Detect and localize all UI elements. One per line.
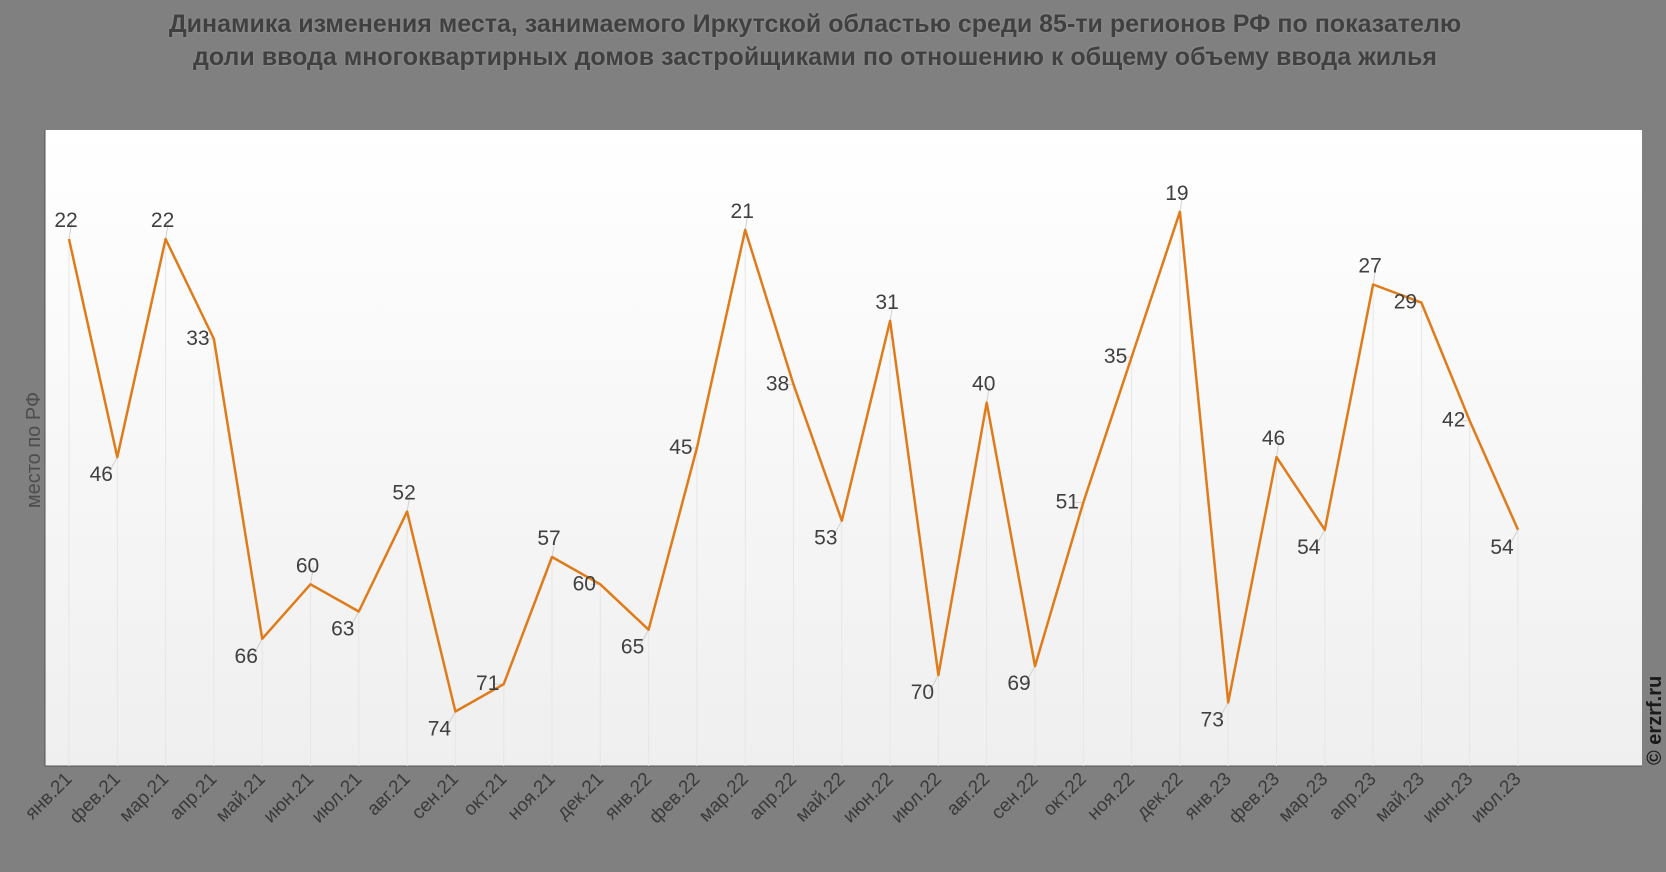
data-label: 46 <box>90 463 113 486</box>
x-tick-label: июл.22 <box>887 769 946 828</box>
x-tick-label: окт.21 <box>460 769 512 821</box>
x-tick-label: сен.21 <box>408 769 463 824</box>
label-leader <box>744 211 749 231</box>
y-axis-label: место по РФ <box>23 392 45 508</box>
data-label: 35 <box>1104 345 1127 368</box>
data-label: 60 <box>573 572 596 595</box>
data-label: 54 <box>1490 536 1514 559</box>
grid-lines <box>68 211 1519 766</box>
x-tick-label: апр.21 <box>166 769 222 825</box>
label-leader <box>310 566 314 585</box>
data-label: 74 <box>428 717 452 740</box>
x-tick-label: авг.21 <box>363 769 414 820</box>
data-label: 63 <box>331 618 354 641</box>
label-leader <box>889 302 894 321</box>
series-line <box>67 210 1520 713</box>
data-label: 46 <box>1262 427 1285 450</box>
x-tick-label: мар.21 <box>115 769 173 827</box>
x-tick-label: май.23 <box>1371 769 1429 827</box>
x-tick-label: дек.21 <box>553 769 608 824</box>
x-tick-label: ноя.21 <box>504 769 560 825</box>
x-tick-label: фев.22 <box>645 769 704 828</box>
label-leader <box>638 629 650 648</box>
data-label: 22 <box>54 209 77 232</box>
label-leader <box>68 220 73 240</box>
data-label: 60 <box>296 554 319 577</box>
data-label: 70 <box>911 681 934 704</box>
label-leader <box>1314 529 1326 549</box>
x-tick-label: май.22 <box>792 769 850 827</box>
x-tick-label: июн.23 <box>1419 769 1478 828</box>
data-label: 42 <box>1442 409 1465 432</box>
x-tick-label: апр.22 <box>745 769 801 825</box>
x-tick-label: фев.23 <box>1225 769 1284 828</box>
label-leader <box>831 520 843 539</box>
data-label: 19 <box>1165 182 1188 205</box>
data-label: 22 <box>151 209 174 232</box>
label-leader <box>106 456 118 476</box>
label-leader <box>927 674 939 694</box>
label-leader <box>1024 665 1036 685</box>
data-label: 21 <box>731 200 754 223</box>
x-tick-label: фев.21 <box>66 769 125 828</box>
x-tick-label: май.21 <box>212 769 270 827</box>
label-leader <box>1217 702 1229 721</box>
label-leader <box>1276 439 1280 458</box>
data-labels: 22 46 22 33 66 60 63 52 74 71 57 60 65 45 21 38 53 31 70 40… <box>54 182 1514 741</box>
label-leader <box>551 538 556 558</box>
x-tick-label: авг.22 <box>943 769 994 820</box>
label-leader <box>1507 529 1519 549</box>
label-leader <box>251 638 263 658</box>
label-leader <box>986 384 991 403</box>
data-label: 69 <box>1007 672 1030 695</box>
data-label: 45 <box>669 436 692 459</box>
data-label: 33 <box>186 327 209 350</box>
x-tick-label: ноя.22 <box>1083 769 1139 825</box>
label-leader <box>406 493 411 512</box>
data-label: 52 <box>392 482 415 505</box>
x-tick-label: мар.22 <box>695 769 753 827</box>
data-label: 57 <box>537 527 560 550</box>
label-leader <box>1372 266 1377 285</box>
x-tick-label: сен.22 <box>987 769 1042 824</box>
x-tick-label: июн.22 <box>839 769 898 828</box>
data-label: 54 <box>1297 536 1321 559</box>
data-label: 40 <box>972 373 995 396</box>
data-label: 51 <box>1056 491 1079 514</box>
x-tick-label: апр.23 <box>1325 769 1381 825</box>
label-leader <box>348 611 360 630</box>
data-label: 65 <box>621 636 644 659</box>
x-tick-label: июл.23 <box>1467 769 1526 828</box>
watermark: © erzrf.ru <box>1644 675 1666 765</box>
label-leaders <box>68 193 1519 730</box>
data-label: 29 <box>1394 291 1417 314</box>
x-tick-label: окт.22 <box>1039 769 1091 821</box>
data-label: 66 <box>235 645 258 668</box>
data-label: 73 <box>1201 708 1224 731</box>
label-leader <box>165 220 170 240</box>
x-tick-label: июл.21 <box>308 769 367 828</box>
x-tick-label: дек.22 <box>1133 769 1188 824</box>
label-leader <box>444 711 456 730</box>
data-label: 53 <box>814 527 837 550</box>
x-tick-labels: янв.21фев.21мар.21апр.21май.21июн.21июл.… <box>21 769 1525 828</box>
plot-area <box>45 130 1642 766</box>
data-label: 38 <box>766 372 789 395</box>
data-label: 27 <box>1358 254 1381 277</box>
x-tick-label: мар.23 <box>1275 769 1333 827</box>
label-leader <box>1179 193 1184 212</box>
chart-title: Динамика изменения места, занимаемого Ир… <box>168 10 1462 71</box>
x-tick-label: июн.21 <box>260 769 319 828</box>
data-label: 31 <box>875 291 898 314</box>
data-label: 71 <box>476 672 499 695</box>
